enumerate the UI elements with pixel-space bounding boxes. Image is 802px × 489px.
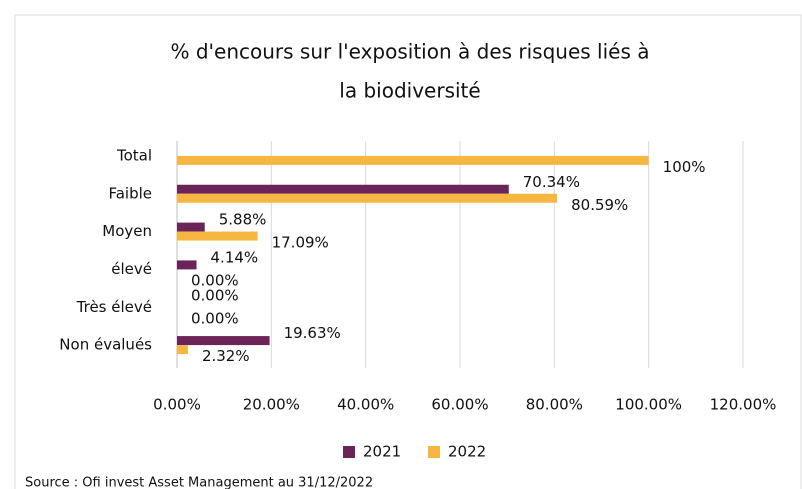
- y-tick-label: Moyen: [102, 222, 152, 240]
- data-label: 19.63%: [284, 324, 341, 342]
- data-label: 80.59%: [571, 196, 628, 214]
- data-label: 2.32%: [202, 347, 250, 365]
- bar: [177, 222, 205, 232]
- x-tick-label: 0.00%: [153, 396, 201, 414]
- bar: [177, 345, 188, 355]
- legend-label: 2021: [363, 443, 401, 461]
- data-label: 0.00%: [191, 309, 239, 327]
- y-tick-label: élevé: [111, 260, 152, 278]
- chart-title: % d'encours sur l'exposition à des risqu…: [170, 40, 649, 64]
- data-label: 0.00%: [191, 286, 239, 304]
- x-tick-label: 20.00%: [243, 396, 300, 414]
- bar: [177, 155, 649, 165]
- data-label: 70.34%: [523, 173, 580, 191]
- legend-label: 2022: [448, 443, 486, 461]
- data-label: 4.14%: [211, 248, 259, 266]
- x-tick-label: 100.00%: [615, 396, 682, 414]
- x-tick-label: 80.00%: [526, 396, 583, 414]
- chart-title: la biodiversité: [339, 79, 480, 103]
- bar: [177, 184, 509, 194]
- y-tick-label: Non évalués: [59, 336, 152, 354]
- data-label: 5.88%: [219, 211, 267, 229]
- legend-swatch: [428, 446, 440, 458]
- bar: [177, 193, 558, 203]
- data-label: 0.00%: [191, 271, 239, 289]
- x-tick-label: 60.00%: [431, 396, 488, 414]
- bar: [177, 231, 258, 241]
- card: [14, 14, 802, 489]
- bar: [177, 336, 270, 346]
- x-tick-label: 120.00%: [710, 396, 777, 414]
- x-tick-label: 40.00%: [337, 396, 394, 414]
- data-label: 17.09%: [272, 234, 329, 252]
- y-tick-label: Très élevé: [76, 298, 152, 316]
- legend-swatch: [343, 446, 355, 458]
- y-tick-label: Faible: [108, 184, 152, 202]
- bar: [177, 260, 197, 270]
- data-label: 100%: [663, 158, 706, 176]
- y-tick-label: Total: [116, 146, 152, 164]
- source: Source : Ofi invest Asset Management au …: [25, 476, 373, 489]
